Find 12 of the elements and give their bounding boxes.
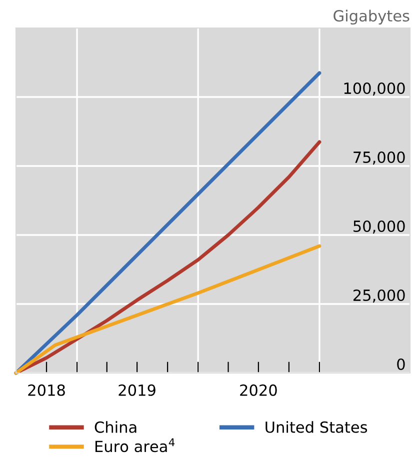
- y-tick-label: 25,000: [353, 289, 405, 303]
- y-axis-title: Gigabytes: [334, 10, 410, 25]
- x-tick-label: 2019: [118, 384, 156, 396]
- y-tick-label: 0: [397, 358, 405, 370]
- x-tick-label: 2020: [240, 384, 277, 396]
- legend-label: Euro area$^{4}$: [95, 438, 175, 452]
- y-tick-label: 50,000: [354, 220, 405, 234]
- x-tick-label: 2018: [28, 384, 65, 396]
- legend-label: China: [94, 421, 136, 433]
- y-tick-label: 75,000: [354, 151, 405, 165]
- legend-label: United States: [266, 421, 368, 433]
- y-tick-label: 100,000: [344, 82, 405, 96]
